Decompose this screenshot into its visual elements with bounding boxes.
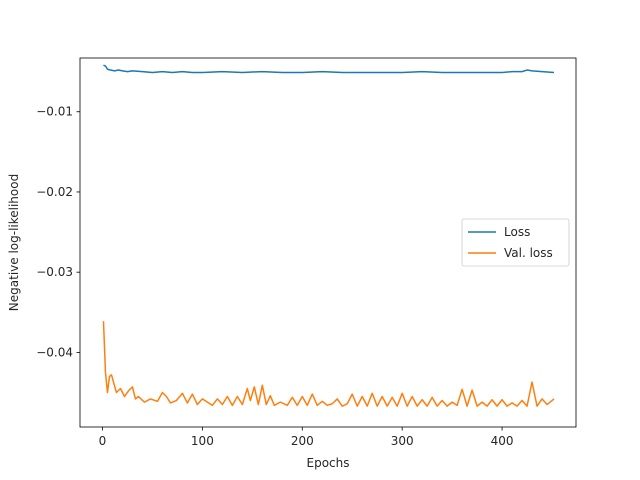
y-tick-label: −0.01 [36,105,73,119]
x-tick-label: 0 [99,434,107,448]
legend-label-val-loss: Val. loss [504,246,553,260]
series-line-val-loss [102,321,555,407]
y-tick-label: −0.03 [36,265,73,279]
legend: Loss Val. loss [461,218,570,267]
y-tick-label: −0.04 [36,345,73,359]
legend-label-loss: Loss [504,225,530,239]
y-axis-label: Negative log-likelihood [7,174,21,311]
x-axis-ticks: 0 100 200 300 400 [99,427,514,448]
x-tick-label: 200 [291,434,314,448]
y-tick-label: −0.02 [36,185,73,199]
x-tick-label: 300 [391,434,414,448]
x-axis-label: Epochs [307,456,350,470]
y-axis-ticks: −0.01 −0.02 −0.03 −0.04 [36,105,80,359]
legend-box [461,218,570,267]
series-layer [102,64,555,407]
x-tick-label: 400 [491,434,514,448]
series-line-loss [103,64,555,74]
plot-frame [79,57,577,428]
x-tick-label: 100 [191,434,214,448]
